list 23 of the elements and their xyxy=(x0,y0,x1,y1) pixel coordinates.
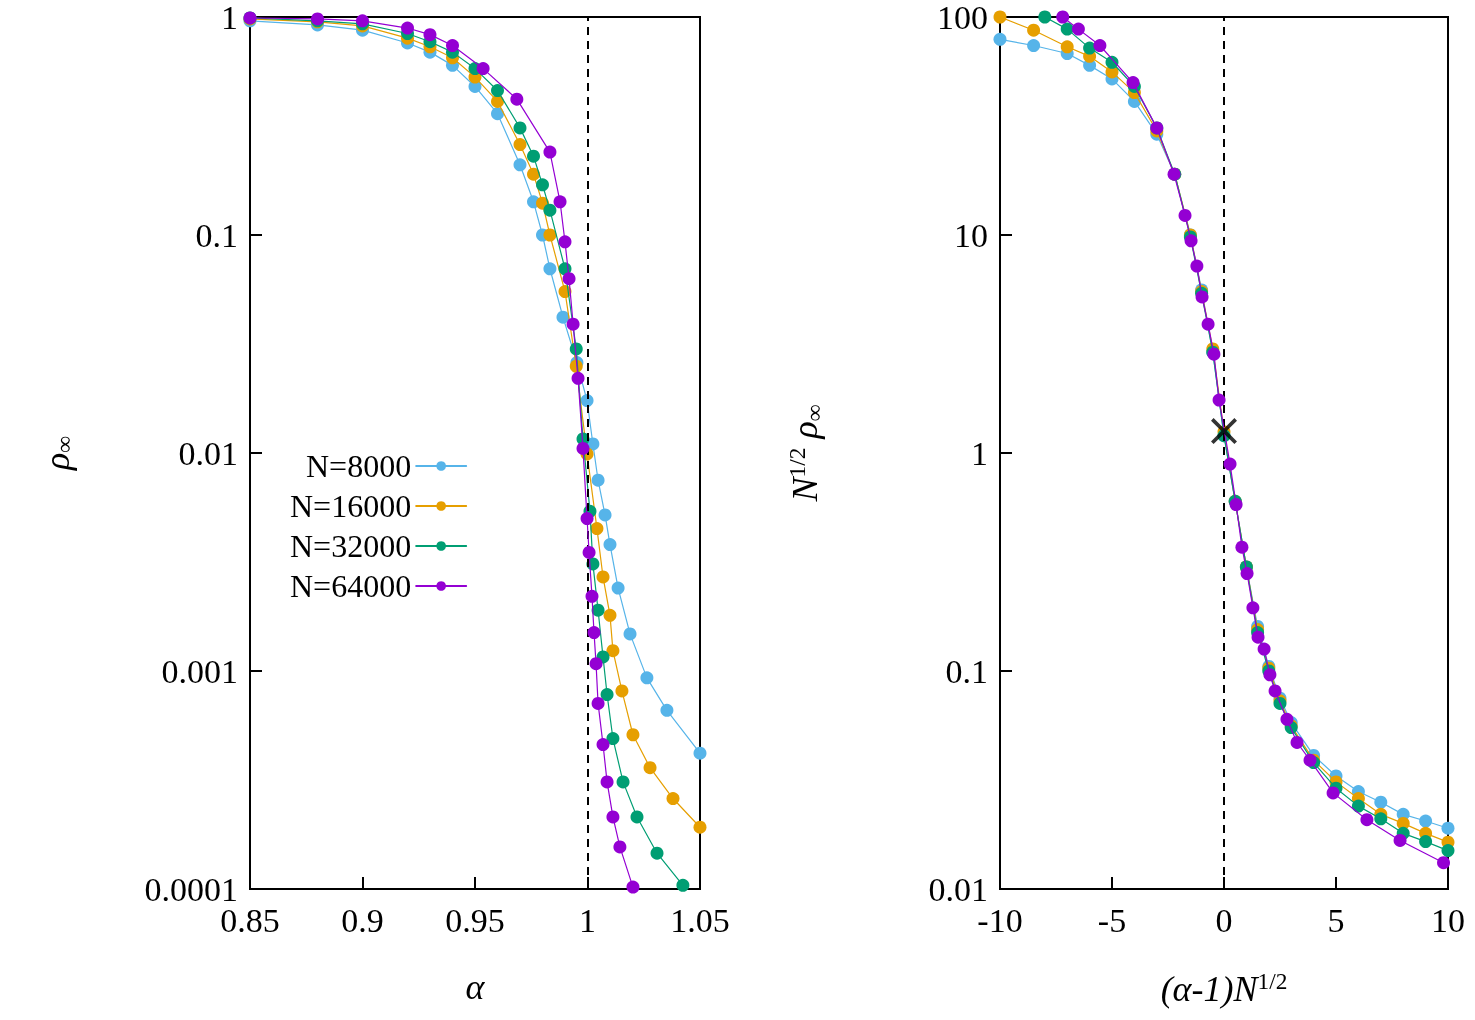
x-tick-label: -5 xyxy=(1097,901,1127,939)
legend-label: N=16000 xyxy=(290,488,412,524)
x-tick-label: 1 xyxy=(579,901,596,939)
y-tick-label: 1 xyxy=(971,434,988,472)
x-axis-title: α xyxy=(465,967,486,1007)
x-tick-label: 5 xyxy=(1327,901,1345,939)
y-tick-label: 100 xyxy=(937,0,988,36)
x-tick-label: 10 xyxy=(1431,901,1465,939)
y-tick-label: 0.1 xyxy=(195,216,238,254)
x-tick-label: 0.9 xyxy=(341,901,384,939)
x-tick-label: 0.95 xyxy=(445,901,505,939)
y-tick-label: 0.01 xyxy=(178,434,238,472)
legend-label: N=64000 xyxy=(290,568,412,604)
y-tick-label: 0.1 xyxy=(945,652,988,690)
x-tick-label: 1.05 xyxy=(670,901,730,939)
legend-label: N=8000 xyxy=(306,448,412,484)
y-tick-label: 10 xyxy=(954,216,988,254)
legend-label: N=32000 xyxy=(290,528,412,564)
y-tick-label: 1 xyxy=(221,0,238,36)
y-axis-title: N1/2 ρ∞ xyxy=(784,404,827,503)
y-tick-label: 0.001 xyxy=(161,652,238,690)
x-tick-label: 0 xyxy=(1215,901,1233,939)
y-axis-title: ρ∞ xyxy=(37,435,77,471)
